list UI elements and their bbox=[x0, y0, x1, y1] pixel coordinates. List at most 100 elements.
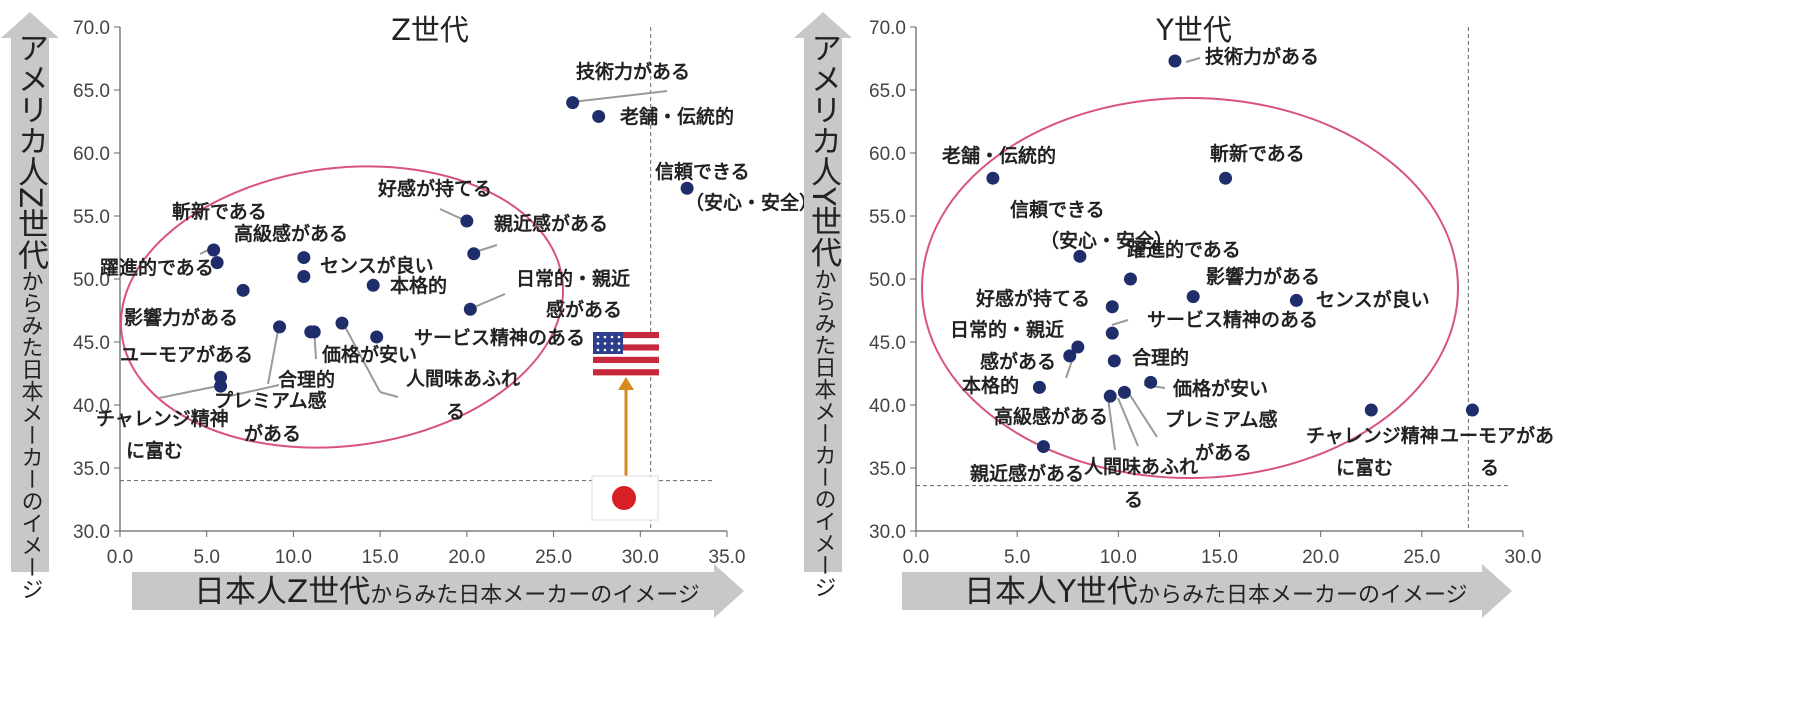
y-generation-chart: 0.0 5.0 10.0 15.0 20.0 25.0 30.0 30.0 35.0 40.0 45… bbox=[794, 12, 1554, 618]
leader-line bbox=[158, 385, 219, 399]
x-tick-label: 30.0 bbox=[622, 547, 659, 568]
point-label: 合理的 bbox=[278, 368, 335, 391]
y-tick-label: 50.0 bbox=[869, 270, 906, 291]
y-tick-label: 60.0 bbox=[869, 144, 906, 165]
data-point bbox=[214, 379, 228, 393]
x-axis-title-sub: からみた日本メーカーのイメージ bbox=[1138, 583, 1468, 608]
y-tick-label: 70.0 bbox=[73, 18, 110, 39]
point-label: チャレンジ精神 bbox=[1306, 424, 1439, 447]
point-label-cont: がある bbox=[1195, 441, 1252, 464]
point-label: 合理的 bbox=[1132, 346, 1189, 369]
leader-line bbox=[379, 391, 399, 398]
point-label: 人間味あふれ bbox=[406, 368, 520, 390]
y-tick-label: 55.0 bbox=[73, 207, 110, 228]
x-tick-label: 0.0 bbox=[903, 547, 929, 568]
point-label: 高級感がある bbox=[994, 405, 1108, 428]
y-axis-title-main: アメリカ人Y世代 bbox=[805, 32, 842, 268]
x-axis-title-main: 日本人Y世代 bbox=[964, 574, 1138, 610]
data-point bbox=[1071, 340, 1085, 354]
point-label: ユーモアがある bbox=[120, 343, 253, 366]
leader-line bbox=[1117, 397, 1139, 447]
data-point bbox=[207, 243, 221, 257]
x-tick-label: 15.0 bbox=[362, 547, 399, 568]
y-tick-label: 70.0 bbox=[869, 18, 906, 39]
point-label: 本格的 bbox=[390, 274, 447, 297]
y-tick-label: 50.0 bbox=[73, 270, 110, 291]
point-label: 斬新である bbox=[1210, 142, 1305, 165]
point-label: 躍進的である bbox=[100, 256, 214, 279]
point-label-cont: （安心・安全） bbox=[685, 191, 818, 214]
data-point bbox=[1036, 440, 1050, 454]
leader-line bbox=[1111, 319, 1129, 326]
point-label: ユーモアがあ bbox=[1440, 424, 1554, 447]
point-label-cont: る bbox=[1124, 489, 1143, 511]
point-label-cont: （安心・安全） bbox=[1040, 229, 1173, 252]
y-tick-label: 35.0 bbox=[73, 459, 110, 480]
point-label: サービス精神のある bbox=[414, 326, 585, 349]
point-label: 親近感がある bbox=[494, 212, 608, 235]
point-label: 好感が持てる bbox=[975, 287, 1090, 310]
leader-line bbox=[229, 384, 280, 397]
point-label: 本格的 bbox=[962, 374, 1019, 397]
y-tick-label: 35.0 bbox=[869, 459, 906, 480]
point-label-cont: る bbox=[446, 401, 465, 423]
japan-flag-icon bbox=[591, 475, 659, 521]
x-tick-label: 25.0 bbox=[1403, 547, 1440, 568]
x-tick-label: 30.0 bbox=[1505, 547, 1542, 568]
y-tick-label: 30.0 bbox=[73, 522, 110, 543]
point-label: 信頼できる bbox=[655, 160, 750, 183]
leader-line bbox=[267, 324, 280, 385]
point-label: 老舗・伝統的 bbox=[620, 105, 734, 128]
y-tick-label: 60.0 bbox=[73, 144, 110, 165]
data-point bbox=[307, 325, 321, 339]
chart-title: Y世代 bbox=[1155, 13, 1232, 47]
data-point bbox=[273, 320, 287, 334]
data-point bbox=[1168, 54, 1182, 68]
x-tick-label: 25.0 bbox=[535, 547, 572, 568]
data-point bbox=[1219, 171, 1233, 185]
point-label: 信頼できる bbox=[1010, 198, 1105, 221]
x-axis-arrow bbox=[132, 564, 744, 618]
data-point bbox=[1117, 385, 1131, 399]
leader-line bbox=[471, 293, 506, 309]
y-axis-arrow bbox=[1, 12, 59, 572]
y-axis-title-main: アメリカ人Z世代 bbox=[12, 32, 49, 271]
y-tick-label: 55.0 bbox=[869, 207, 906, 228]
point-label: チャレンジ精神 bbox=[96, 407, 229, 430]
point-label: 影響力がある bbox=[124, 306, 238, 329]
y-tick-label: 30.0 bbox=[869, 522, 906, 543]
x-tick-label: 35.0 bbox=[709, 547, 746, 568]
x-axis-title-sub: からみた日本メーカーのイメージ bbox=[370, 583, 700, 608]
data-point bbox=[566, 96, 580, 110]
data-point bbox=[1186, 290, 1200, 304]
x-tick-label: 5.0 bbox=[194, 547, 220, 568]
chart-title: Z世代 bbox=[391, 13, 469, 47]
data-point bbox=[297, 269, 311, 283]
point-label: 価格が安い bbox=[321, 343, 417, 366]
y-tick-label: 40.0 bbox=[869, 396, 906, 417]
x-tick-label: 5.0 bbox=[1004, 547, 1030, 568]
cluster-ellipse bbox=[921, 97, 1459, 479]
data-point bbox=[1107, 354, 1121, 368]
z-generation-chart: 0.0 5.0 10.0 15.0 20.0 25.0 30.0 35.0 30.0 35.0 40… bbox=[1, 12, 818, 618]
x-tick-label: 10.0 bbox=[275, 547, 312, 568]
x-axis-title-main: 日本人Z世代 bbox=[194, 574, 370, 610]
x-tick-label: 20.0 bbox=[1302, 547, 1339, 568]
data-point bbox=[210, 256, 224, 270]
data-point bbox=[467, 247, 481, 261]
data-point bbox=[1105, 300, 1119, 314]
data-point bbox=[1073, 249, 1087, 263]
point-label: 人間味あふれ bbox=[1084, 456, 1198, 478]
point-label-cont: がある bbox=[244, 422, 301, 445]
leader-line bbox=[342, 322, 381, 393]
point-label: 影響力がある bbox=[1206, 265, 1320, 288]
point-label: 好感が持てる bbox=[377, 177, 492, 200]
point-label: 技術力がある bbox=[1205, 45, 1319, 68]
x-axis-arrow bbox=[902, 564, 1512, 618]
data-point bbox=[1032, 380, 1046, 394]
point-label: センスが良い bbox=[1316, 288, 1430, 311]
point-label: サービス精神のある bbox=[1147, 308, 1318, 331]
data-point bbox=[460, 214, 474, 228]
point-label-cont: 感がある bbox=[546, 298, 622, 321]
